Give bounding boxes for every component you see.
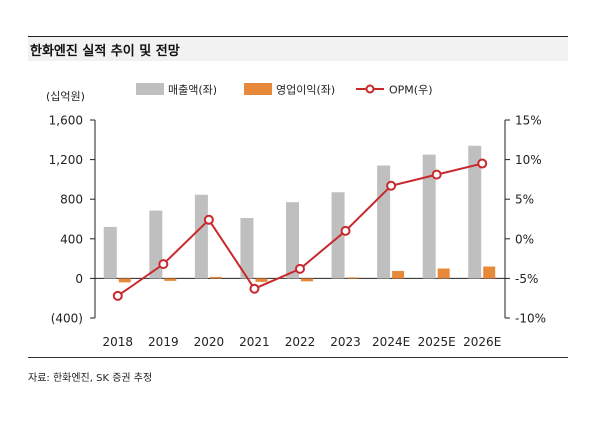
right-axis-tick-label: 0% xyxy=(515,232,534,246)
x-tick-label: 2021 xyxy=(239,335,270,349)
opm-line-group xyxy=(112,158,488,301)
opm-point xyxy=(203,214,214,225)
x-tick-labels: 2018 2019 2020 2021 2022 2023 2024E 2025E 2026E xyxy=(103,335,502,349)
legend-label-opm: OPM(우) xyxy=(389,84,433,97)
chart-axes: (400) 0 400 800 1,200 1,600 -10% -5% 0% 5% 10% 15% xyxy=(49,114,546,326)
right-axis-tick-label: 15% xyxy=(515,114,542,128)
op-profit-bar xyxy=(437,268,450,279)
revenue-bar xyxy=(377,165,391,279)
left-axis-tick-label: 1,200 xyxy=(49,153,83,167)
x-tick-label: 2026E xyxy=(463,335,501,349)
revenue-bar xyxy=(194,194,208,279)
revenue-bar xyxy=(149,210,163,279)
op-profit-bar xyxy=(392,270,405,279)
source-note: 자료: 한화엔진, SK 증권 추정 xyxy=(28,373,153,384)
x-tick-label: 2025E xyxy=(418,335,456,349)
left-axis-tick-label: 1,600 xyxy=(49,114,83,128)
right-axis-tick-label: 10% xyxy=(515,153,542,167)
revenue-bar xyxy=(422,154,436,279)
left-axis-tick-label: 400 xyxy=(60,232,83,246)
footer-divider xyxy=(28,357,568,358)
chart-title-bar: 한화엔진 실적 추이 및 전망 xyxy=(28,36,568,61)
legend-marker-opm xyxy=(365,84,375,94)
legend-swatch-revenue xyxy=(136,83,164,95)
left-axis-tick-label: (400) xyxy=(51,312,83,326)
unit-label: (십억원) xyxy=(46,90,85,103)
opm-point xyxy=(386,180,397,191)
left-axis-tick-label: 0 xyxy=(75,272,83,286)
opm-point xyxy=(431,169,442,180)
revenue-bar xyxy=(240,218,254,279)
chart-legend: 매출액(좌) 영업이익(좌) OPM(우) xyxy=(136,83,433,97)
right-axis-tick-label: 5% xyxy=(515,193,534,207)
x-tick-label: 2023 xyxy=(330,335,361,349)
chart-title: 한화엔진 실적 추이 및 전망 xyxy=(30,44,180,59)
x-tick-label: 2019 xyxy=(148,335,179,349)
opm-point xyxy=(340,225,351,236)
op-profit-bar xyxy=(118,278,131,283)
opm-point xyxy=(112,290,123,301)
op-profit-bar xyxy=(301,278,313,282)
right-axis-tick-label: -5% xyxy=(515,272,538,286)
op-profit-bar xyxy=(255,278,268,282)
op-profit-bar xyxy=(209,276,222,279)
opm-point xyxy=(249,283,260,294)
revenue-bar xyxy=(286,202,299,279)
right-axis-tick-label: -10% xyxy=(515,312,546,326)
revenue-bar xyxy=(103,226,117,279)
opm-point xyxy=(158,259,169,270)
opm-point xyxy=(295,263,305,274)
legend-label-revenue: 매출액(좌) xyxy=(168,84,217,97)
revenue-bar xyxy=(331,192,345,279)
x-tick-label: 2024E xyxy=(372,335,410,349)
op-profit-bar xyxy=(164,278,177,281)
op-profit-bar xyxy=(483,266,496,279)
opm-point xyxy=(477,158,488,169)
x-tick-label: 2020 xyxy=(194,335,225,349)
legend-label-op-profit: 영업이익(좌) xyxy=(276,84,335,97)
legend-swatch-op-profit xyxy=(244,83,272,95)
x-tick-label: 2018 xyxy=(103,335,134,349)
x-tick-label: 2022 xyxy=(285,335,316,349)
left-axis-tick-label: 800 xyxy=(60,193,83,207)
chart-bars xyxy=(103,145,496,283)
op-profit-bar xyxy=(346,277,359,279)
revenue-bar xyxy=(468,145,482,279)
